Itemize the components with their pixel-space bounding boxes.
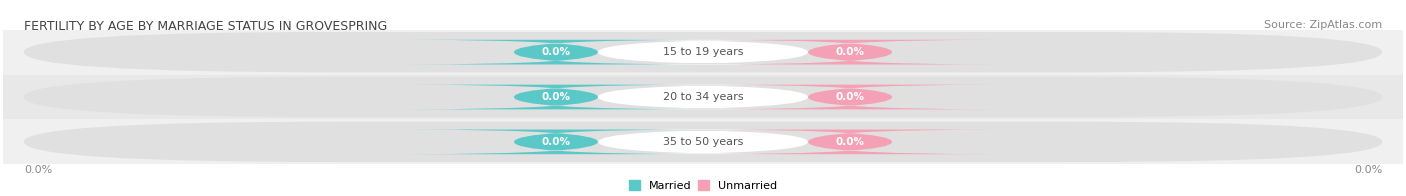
Bar [3,74,1403,119]
FancyBboxPatch shape [405,130,706,154]
FancyBboxPatch shape [24,77,1382,117]
Text: 0.0%: 0.0% [24,165,52,175]
Text: 0.0%: 0.0% [541,47,571,57]
Text: 0.0%: 0.0% [541,137,571,147]
Text: 0.0%: 0.0% [541,92,571,102]
FancyBboxPatch shape [598,85,808,109]
FancyBboxPatch shape [700,40,1001,64]
FancyBboxPatch shape [700,85,1001,109]
FancyBboxPatch shape [700,130,1001,154]
FancyBboxPatch shape [24,32,1382,72]
Legend: Married, Unmarried: Married, Unmarried [624,175,782,195]
Bar [3,119,1403,164]
FancyBboxPatch shape [598,130,808,154]
Text: 20 to 34 years: 20 to 34 years [662,92,744,102]
FancyBboxPatch shape [598,40,808,64]
FancyBboxPatch shape [24,122,1382,162]
Text: 35 to 50 years: 35 to 50 years [662,137,744,147]
FancyBboxPatch shape [405,85,706,109]
Text: 15 to 19 years: 15 to 19 years [662,47,744,57]
Bar [3,30,1403,74]
Text: 0.0%: 0.0% [835,47,865,57]
FancyBboxPatch shape [405,40,706,64]
Text: 0.0%: 0.0% [835,137,865,147]
Text: 0.0%: 0.0% [1354,165,1382,175]
Text: 0.0%: 0.0% [835,92,865,102]
Text: FERTILITY BY AGE BY MARRIAGE STATUS IN GROVESPRING: FERTILITY BY AGE BY MARRIAGE STATUS IN G… [24,20,387,33]
Text: Source: ZipAtlas.com: Source: ZipAtlas.com [1264,20,1382,30]
